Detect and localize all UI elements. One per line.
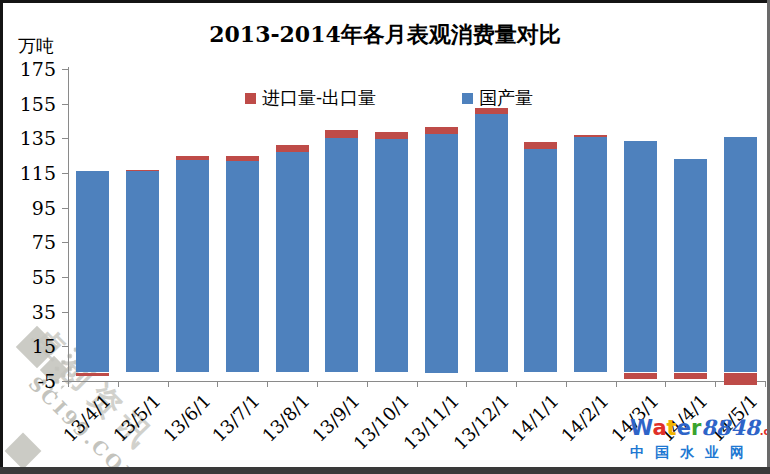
x-axis-tick	[466, 382, 467, 387]
y-axis-tick	[62, 277, 68, 278]
site-logo-number: 8848	[701, 415, 759, 440]
site-logo-letter: e	[677, 416, 691, 440]
bar-domestic	[524, 149, 557, 373]
x-axis-tick	[168, 382, 169, 387]
x-axis-category-label: 14/1/1	[507, 390, 563, 446]
bar-domestic	[624, 141, 657, 373]
bar-domestic	[475, 114, 508, 373]
x-axis-category-label: 14/2/1	[557, 390, 613, 446]
bar-net-import	[226, 156, 259, 161]
site-logo: Water8848.com 中国水业网	[630, 417, 762, 462]
bar-domestic	[76, 171, 109, 372]
plot-area: 1751551351159575553515-513/4/113/5/113/6…	[0, 0, 770, 474]
bar-net-import	[724, 373, 757, 385]
site-logo-letter: r	[691, 416, 701, 440]
x-axis-tick	[367, 382, 368, 387]
chart-image: 2013-2014年各月表观消费量对比 万吨 进口量-出口量 国产量 卓创资讯 …	[0, 0, 770, 474]
bar-net-import	[624, 373, 657, 379]
x-axis-tick	[566, 382, 567, 387]
bar-net-import	[276, 145, 309, 152]
x-axis-tick	[317, 382, 318, 387]
y-axis-tick-label: 175	[12, 58, 56, 80]
bar-domestic	[574, 137, 607, 372]
x-axis-tick	[765, 382, 766, 387]
x-axis-tick	[68, 382, 69, 387]
bar-net-import	[574, 135, 607, 138]
legend: 进口量-出口量 国产量	[0, 86, 770, 108]
y-axis-tick	[62, 208, 68, 209]
y-axis-tick-label: 35	[12, 301, 56, 323]
y-axis-tick	[62, 138, 68, 139]
y-axis-tick-label: 95	[12, 197, 56, 219]
chart-title: 2013-2014年各月表观消费量对比	[0, 20, 770, 50]
legend-label-net-import: 进口量-出口量	[262, 86, 376, 110]
bar-net-import	[375, 132, 408, 139]
bar-domestic	[425, 134, 458, 373]
legend-label-domestic: 国产量	[479, 86, 533, 110]
x-axis-tick	[217, 382, 218, 387]
x-axis-tick	[118, 382, 119, 387]
y-axis-unit-label: 万吨	[18, 34, 54, 58]
site-logo-site-name: 中国水业网	[630, 444, 762, 462]
site-logo-letter: a	[652, 416, 666, 440]
bar-domestic	[674, 159, 707, 372]
bar-domestic	[325, 138, 358, 372]
y-axis-tick	[62, 242, 68, 243]
bar-net-import	[425, 127, 458, 134]
x-axis-tick	[516, 382, 517, 387]
frame-border-bottom	[0, 467, 770, 474]
y-axis-tick-label: -5	[12, 370, 56, 392]
bar-domestic	[724, 137, 757, 373]
site-logo-wordmark: Water8848.com	[630, 417, 762, 442]
bar-net-import	[524, 142, 557, 149]
bar-net-import	[176, 156, 209, 160]
x-axis-tick	[267, 382, 268, 387]
bar-domestic	[276, 152, 309, 372]
x-axis-category-label: 13/8/1	[258, 390, 314, 446]
x-axis-category-label: 13/5/1	[109, 390, 165, 446]
legend-item-net-import: 进口量-出口量	[245, 86, 376, 110]
y-axis-tick-label: 115	[12, 162, 56, 184]
bar-domestic	[176, 160, 209, 373]
y-axis-tick	[62, 69, 68, 70]
x-axis-tick	[616, 382, 617, 387]
y-axis-tick	[62, 312, 68, 313]
legend-item-domestic: 国产量	[462, 86, 533, 110]
site-logo-letter: W	[630, 416, 652, 440]
y-axis-tick-label: 55	[12, 266, 56, 288]
bar-net-import	[126, 170, 159, 172]
bar-net-import	[674, 373, 707, 380]
frame-border-left	[0, 0, 3, 474]
legend-swatch-red	[245, 93, 256, 104]
bar-domestic	[375, 139, 408, 372]
y-axis-line	[68, 67, 69, 381]
y-axis-tick	[62, 346, 68, 347]
x-axis-category-label: 13/7/1	[208, 390, 264, 446]
x-axis-tick	[715, 382, 716, 387]
bar-domestic	[226, 161, 259, 373]
y-axis-tick-label: 15	[12, 335, 56, 357]
frame-border-top	[0, 0, 770, 3]
y-axis-tick-label: 135	[12, 127, 56, 149]
bar-net-import	[76, 373, 109, 376]
x-axis-tick	[665, 382, 666, 387]
site-logo-letter: t	[667, 416, 677, 440]
bar-net-import	[325, 130, 358, 139]
y-axis-tick-label: 75	[12, 231, 56, 253]
x-axis-category-label: 13/4/1	[59, 390, 115, 446]
legend-swatch-blue	[462, 93, 473, 104]
x-axis-tick	[417, 382, 418, 387]
y-axis-tick	[62, 173, 68, 174]
x-axis-category-label: 13/6/1	[159, 390, 215, 446]
bar-domestic	[126, 171, 159, 372]
